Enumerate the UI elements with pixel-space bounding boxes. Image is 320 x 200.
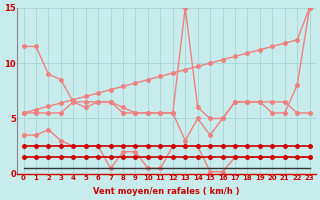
X-axis label: Vent moyen/en rafales ( km/h ): Vent moyen/en rafales ( km/h )	[93, 187, 240, 196]
